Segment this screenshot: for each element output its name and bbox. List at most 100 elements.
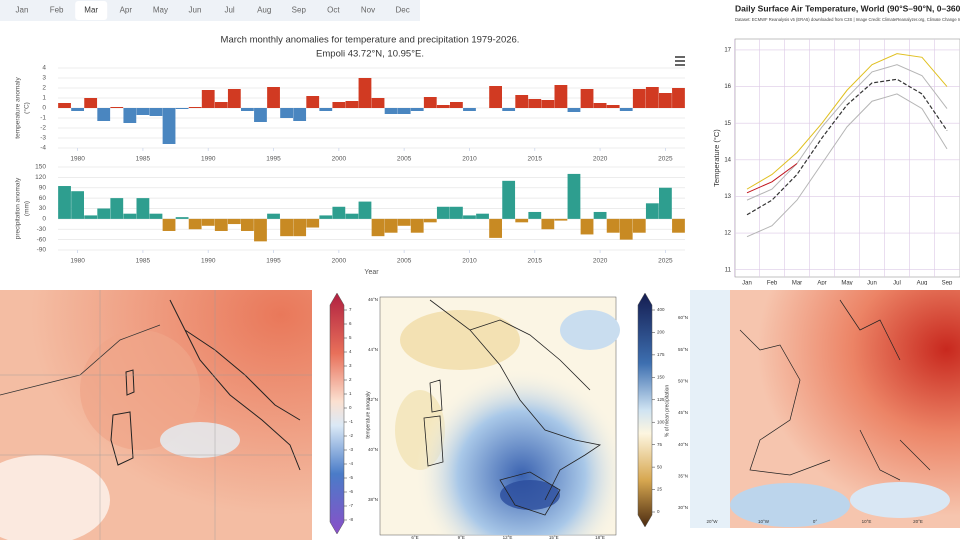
map-italy-precipitation (379, 296, 620, 536)
bar (123, 213, 137, 219)
y-axis-label: (°C) (23, 102, 31, 114)
bar (280, 108, 293, 118)
month-tab[interactable]: Nov (361, 6, 375, 15)
y-tick-label: -2 (40, 125, 46, 132)
y-tick-label: 0 (42, 216, 46, 223)
month-tab[interactable]: Dec (395, 6, 409, 15)
bar (319, 108, 333, 111)
month-tab[interactable]: Feb (50, 6, 64, 15)
lat-label: 55°N (678, 347, 688, 352)
x-axis-label: Year (364, 269, 379, 276)
bar (463, 108, 476, 111)
month-tab[interactable]: Sep (292, 6, 307, 15)
series-line (746, 78, 948, 216)
bar (149, 108, 163, 116)
bar (489, 86, 502, 108)
colorbar-tick-label: 1 (349, 391, 352, 396)
bar (515, 218, 529, 223)
lon-label: 9°E (458, 535, 465, 540)
month-tab[interactable]: Oct (327, 6, 340, 15)
bar (162, 108, 176, 144)
bar (672, 88, 685, 108)
y-tick-label: -90 (37, 247, 47, 254)
bar (293, 108, 307, 121)
bar (371, 218, 385, 237)
bar (567, 173, 581, 219)
bar (358, 78, 372, 108)
lon-label: 10°W (758, 519, 770, 524)
bar (554, 85, 568, 108)
bar (319, 215, 333, 219)
y-tick-label: 4 (42, 65, 46, 72)
bar (619, 108, 633, 111)
month-tab[interactable]: Aug (257, 6, 271, 15)
bar (123, 108, 137, 123)
y-axis-label: (mm) (24, 201, 31, 216)
chart-panel (0, 21, 700, 285)
y-tick-label: 16 (724, 84, 731, 90)
bar (489, 218, 502, 238)
x-tick-label: 2000 (332, 258, 347, 265)
bar (84, 215, 98, 219)
y-tick-label: 13 (724, 194, 731, 200)
bar (410, 218, 424, 233)
lat-label: 45°N (678, 410, 688, 415)
bar (97, 208, 111, 219)
month-tab[interactable]: Jun (189, 6, 202, 15)
map-europe-temperature (690, 290, 960, 528)
bar (567, 108, 581, 112)
colorbar-tick-label: -8 (349, 517, 353, 522)
colorbar (637, 292, 653, 528)
colorbar-tick-label: 150 (657, 375, 665, 380)
x-tick-label: 1995 (266, 258, 281, 265)
bar (371, 98, 385, 108)
y-tick-label: -60 (37, 236, 47, 243)
colorbar-tick-label: 7 (349, 307, 352, 312)
bar (619, 218, 633, 240)
month-tab[interactable]: May (153, 6, 168, 15)
colorbar-tick-label: -5 (349, 475, 353, 480)
bar (227, 89, 241, 108)
lon-label: 0° (813, 519, 818, 524)
month-tab[interactable]: Mar (84, 6, 98, 15)
lon-label: 15°E (549, 535, 559, 540)
bar (502, 180, 516, 219)
bar (58, 186, 71, 219)
colorbar-label: temperature anomaly (365, 391, 371, 439)
month-tab[interactable]: Jan (16, 6, 29, 15)
colorbar-tick-label: 25 (657, 487, 663, 492)
x-tick-label: 1985 (136, 156, 151, 163)
bar (241, 218, 254, 231)
x-tick-label: May (841, 281, 852, 287)
map-margin (690, 528, 960, 540)
bar (58, 103, 71, 108)
lon-label: 10°E (862, 519, 872, 524)
bar (149, 213, 163, 219)
bar (593, 211, 607, 219)
x-tick-label: 2020 (593, 156, 608, 163)
bar (450, 102, 463, 108)
y-axis-label: precipitation anomaly (15, 177, 22, 239)
month-tab[interactable]: Apr (120, 6, 133, 15)
x-tick-label: Jan (742, 281, 752, 287)
x-tick-label: Jul (893, 281, 901, 287)
chart-subtitle: Empoli 43.72°N, 10.95°E. (316, 49, 424, 60)
lon-label: 12°E (503, 535, 513, 540)
menu-icon[interactable] (675, 56, 685, 66)
x-tick-label: Apr (817, 281, 826, 287)
x-tick-label: 2000 (332, 156, 347, 163)
bar (672, 218, 685, 233)
bar (136, 198, 150, 219)
bar (384, 108, 398, 114)
colorbar-tick-label: 5 (349, 335, 352, 340)
bar (345, 213, 359, 219)
bar (645, 203, 659, 219)
bar (632, 218, 646, 233)
colorbar-tick-label: 50 (657, 464, 663, 469)
y-tick-label: 11 (725, 267, 732, 273)
colorbar-tick-label: 3 (349, 363, 352, 368)
bar (332, 206, 346, 219)
lat-label: 40°N (368, 447, 378, 452)
month-tab[interactable]: Jul (224, 6, 234, 15)
